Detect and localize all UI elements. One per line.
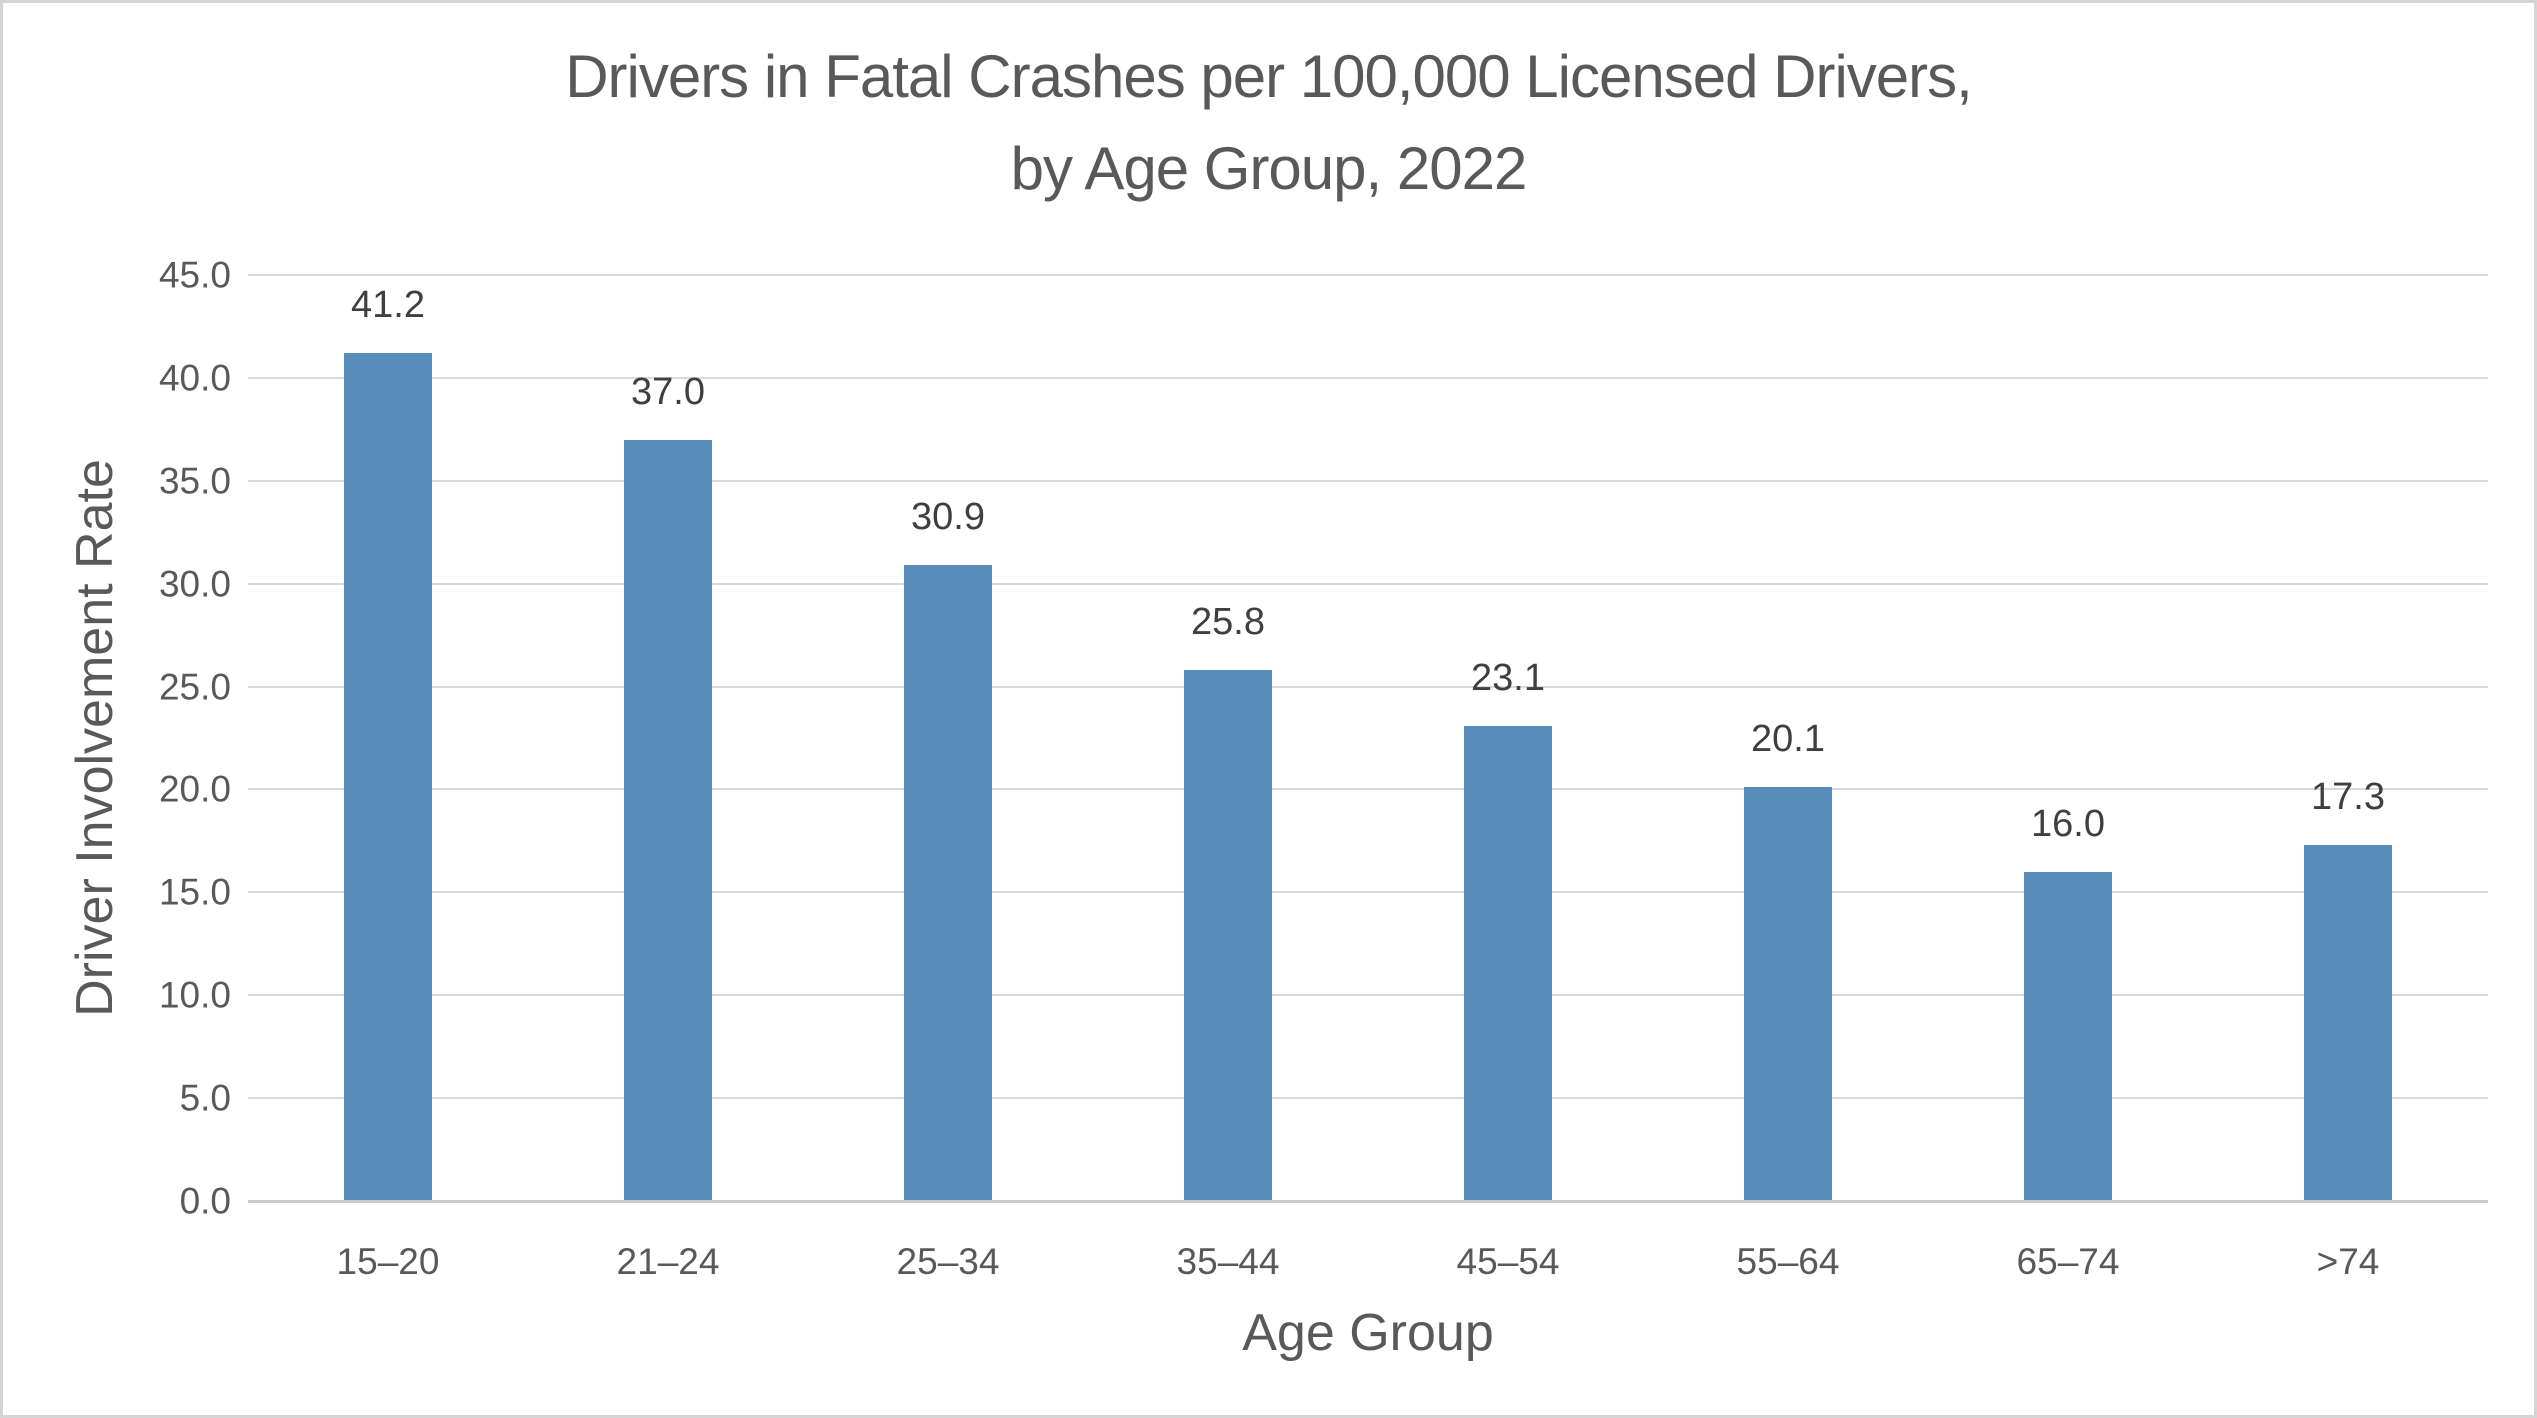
x-tick-label: >74 bbox=[2316, 1241, 2380, 1282]
gridline bbox=[248, 788, 2488, 791]
y-tick-label: 10.0 bbox=[158, 974, 231, 1016]
chart-title-line2: by Age Group, 2022 bbox=[1010, 135, 1528, 202]
bar-value-label: 16.0 bbox=[2031, 802, 2105, 845]
gridline bbox=[248, 685, 2488, 688]
x-axis-title: Age Group bbox=[1242, 1304, 1494, 1362]
y-tick-label: 30.0 bbox=[158, 563, 231, 605]
y-tick-label: 0.0 bbox=[179, 1180, 231, 1222]
x-axis-line bbox=[248, 1200, 2488, 1203]
x-tick-label: 35–44 bbox=[1176, 1241, 1280, 1282]
y-tick-label: 15.0 bbox=[158, 871, 231, 913]
y-tick-label: 40.0 bbox=[158, 357, 231, 399]
y-tick-label: 45.0 bbox=[158, 254, 231, 296]
gridline bbox=[248, 891, 2488, 894]
x-tick-label: 21–24 bbox=[616, 1241, 720, 1282]
bar-value-label: 25.8 bbox=[1191, 601, 1265, 644]
plot-area: 41.2 37.0 30.9 25.8 23.1 20.1 16.0 17.3 bbox=[248, 274, 2488, 1203]
bar-value-label: 30.9 bbox=[911, 496, 985, 539]
y-tick-label: 20.0 bbox=[158, 768, 231, 810]
x-tick-label: 15–20 bbox=[336, 1241, 440, 1282]
gridline bbox=[248, 1097, 2488, 1100]
bar-value-label: 41.2 bbox=[351, 284, 425, 327]
bar bbox=[904, 565, 992, 1201]
x-tick-label: 45–54 bbox=[1456, 1241, 1560, 1282]
chart-title: Drivers in Fatal Crashes per 100,000 Lic… bbox=[3, 31, 2534, 215]
bar bbox=[624, 439, 712, 1201]
gridline bbox=[248, 582, 2488, 585]
bar bbox=[2304, 845, 2392, 1201]
bar bbox=[2024, 871, 2112, 1201]
y-tick-label: 35.0 bbox=[158, 460, 231, 502]
chart-title-line1: Drivers in Fatal Crashes per 100,000 Lic… bbox=[565, 43, 1973, 110]
bar-value-label: 37.0 bbox=[631, 370, 705, 413]
bar bbox=[1744, 787, 1832, 1201]
gridline bbox=[248, 274, 2488, 276]
y-axis-title-text: Driver Involvement Rate bbox=[66, 459, 124, 1017]
bar-value-label: 23.1 bbox=[1471, 656, 1545, 699]
bar bbox=[344, 353, 432, 1201]
gridline bbox=[248, 994, 2488, 997]
x-tick-label: 25–34 bbox=[896, 1241, 1000, 1282]
bar bbox=[1184, 670, 1272, 1201]
gridline bbox=[248, 479, 2488, 482]
x-tick-label: 55–64 bbox=[1736, 1241, 1840, 1282]
gridline bbox=[248, 376, 2488, 379]
y-tick-label: 5.0 bbox=[179, 1077, 231, 1119]
bar-value-label: 17.3 bbox=[2311, 776, 2385, 819]
x-tick-label: 65–74 bbox=[2016, 1241, 2120, 1282]
bar-value-label: 20.1 bbox=[1751, 718, 1825, 761]
bar bbox=[1464, 725, 1552, 1201]
y-tick-label: 25.0 bbox=[158, 666, 231, 708]
